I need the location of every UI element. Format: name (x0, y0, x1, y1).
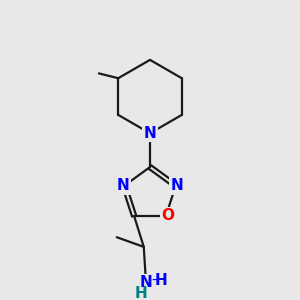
Text: N: N (117, 178, 130, 193)
Text: N: N (144, 126, 156, 141)
Text: N: N (139, 275, 152, 290)
Text: O: O (161, 208, 174, 224)
Text: N: N (170, 178, 183, 193)
Text: H: H (155, 273, 167, 288)
Text: –: – (151, 274, 158, 288)
Text: H: H (134, 286, 147, 300)
